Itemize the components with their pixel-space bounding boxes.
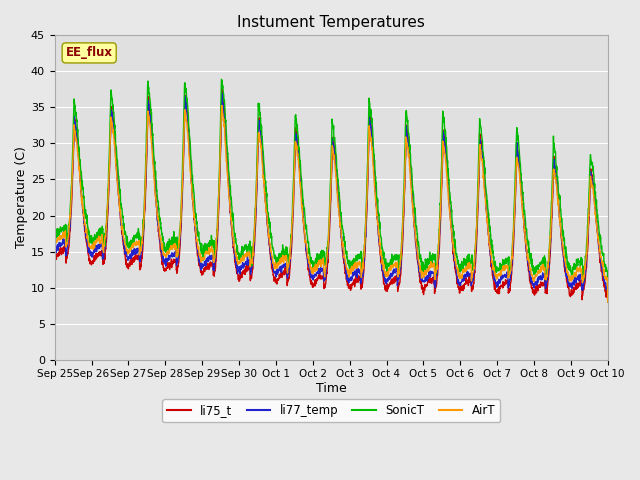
Y-axis label: Temperature (C): Temperature (C) [15,146,28,249]
X-axis label: Time: Time [316,382,347,395]
AirT [571,270,579,276]
li75_t [492,288,500,294]
AirT [218,103,226,108]
li75_t [218,85,226,91]
SonicT [51,235,58,240]
AirT [205,245,212,251]
li77_temp [348,275,355,280]
li77_temp [604,299,612,305]
SonicT [348,261,355,266]
li75_t [571,286,579,291]
li75_t [360,273,367,279]
li75_t [51,253,58,259]
AirT [604,299,612,305]
Line: li77_temp: li77_temp [54,93,608,302]
AirT [556,212,563,217]
SonicT [604,299,612,305]
SonicT [492,270,500,276]
Line: AirT: AirT [54,106,608,302]
li77_temp [556,208,563,214]
SonicT [218,76,225,82]
li75_t [556,205,563,211]
li77_temp [360,264,367,269]
Line: SonicT: SonicT [54,79,608,302]
AirT [492,271,500,277]
AirT [360,256,367,262]
li77_temp [218,90,226,96]
SonicT [571,266,579,272]
li75_t [205,266,212,272]
AirT [51,240,58,246]
SonicT [205,240,212,246]
li75_t [348,284,355,290]
li77_temp [51,247,58,252]
SonicT [556,192,563,198]
li77_temp [205,256,212,262]
SonicT [360,257,367,263]
li75_t [604,299,612,305]
li77_temp [571,279,579,285]
Legend: li75_t, li77_temp, SonicT, AirT: li75_t, li77_temp, SonicT, AirT [163,399,500,422]
Title: Instument Temperatures: Instument Temperatures [237,15,425,30]
Text: EE_flux: EE_flux [66,47,113,60]
AirT [348,267,355,273]
li77_temp [492,281,500,287]
Line: li75_t: li75_t [54,88,608,302]
